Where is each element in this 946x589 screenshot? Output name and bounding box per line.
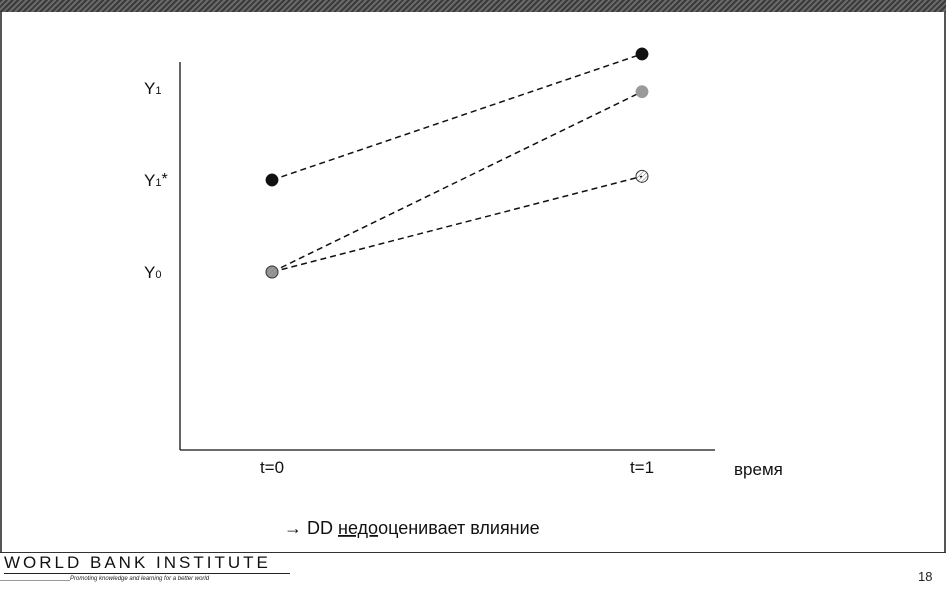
- footer-stub-line: [0, 580, 70, 581]
- footer-divider: [0, 552, 946, 553]
- org-name: WORLD BANK INSTITUTE: [4, 553, 271, 572]
- org-tagline: Promoting knowledge and learning for a b…: [70, 576, 210, 582]
- y-tick-label: Y0: [144, 263, 161, 282]
- page-number: 18: [918, 569, 933, 584]
- series-1-point-1: [635, 85, 649, 99]
- left-border: [0, 12, 2, 552]
- x-axis-label: время: [734, 460, 783, 479]
- annotation-text: → DD недооценивает влияние: [284, 518, 540, 538]
- series-1-line: [271, 91, 643, 273]
- series-2-point-1: [635, 169, 649, 183]
- series-0-line: [271, 53, 643, 181]
- y-tick-label: Y1: [144, 79, 161, 98]
- x-tick-label: t=1: [630, 458, 654, 477]
- chart-svg: Y1 Y1* Y0 t=0 t=1 время → DD недооценивает вл…: [144, 47, 783, 538]
- series-2-line: [271, 175, 643, 273]
- series-0-point-1: [635, 47, 649, 61]
- right-border: [944, 12, 946, 552]
- series-2-point-0: [265, 265, 279, 279]
- x-tick-label: t=0: [260, 458, 284, 477]
- series-0-point-0: [265, 173, 279, 187]
- y-tick-label: Y1*: [144, 171, 168, 190]
- top-border-bar: [0, 0, 946, 12]
- org-underline: [4, 573, 290, 574]
